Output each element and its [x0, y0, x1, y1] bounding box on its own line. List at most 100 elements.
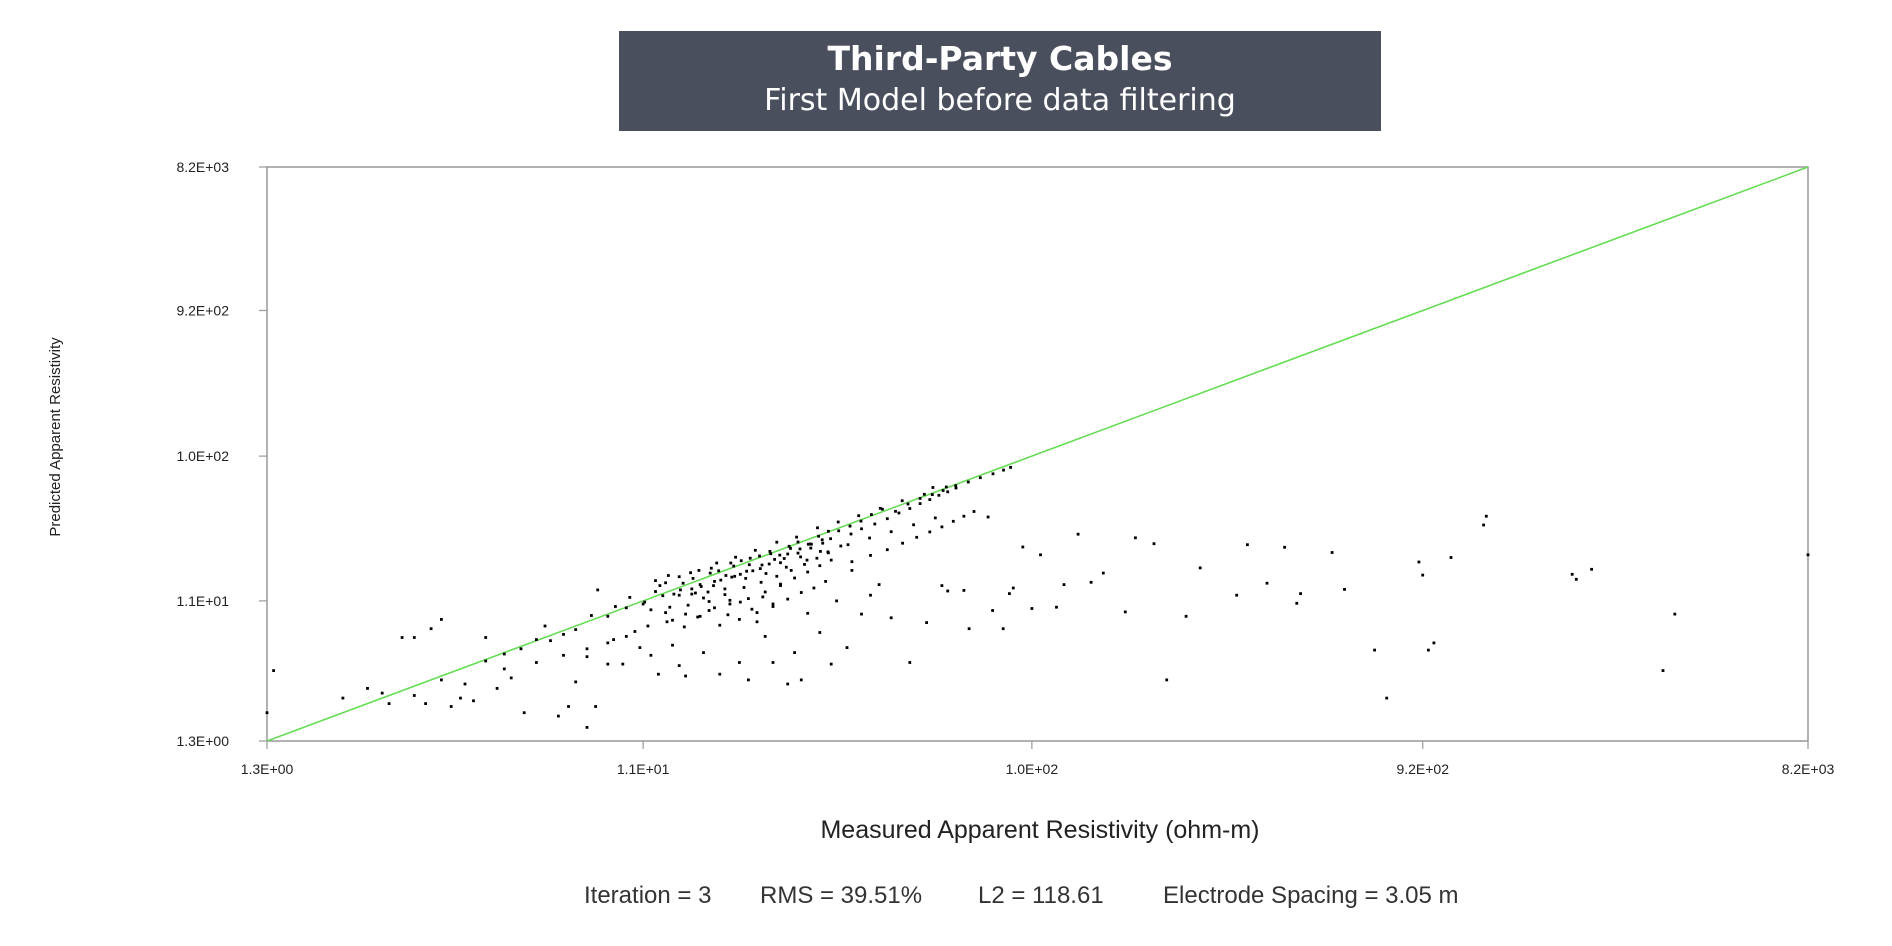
y-tick-label: 1.1E+01 — [176, 593, 229, 609]
data-point — [761, 595, 765, 599]
data-point — [706, 590, 710, 594]
data-point — [682, 625, 686, 629]
data-point — [646, 624, 650, 628]
data-point — [502, 667, 506, 671]
data-point — [773, 558, 776, 561]
data-point — [738, 661, 741, 664]
data-point — [845, 646, 849, 649]
data-point — [679, 588, 682, 592]
data-point — [768, 550, 772, 553]
data-point — [742, 586, 746, 589]
data-point — [713, 580, 716, 583]
data-point — [860, 612, 863, 616]
data-point — [951, 519, 955, 523]
data-point — [850, 560, 854, 564]
data-point — [272, 669, 275, 672]
data-point — [933, 516, 937, 520]
data-point — [1246, 543, 1249, 547]
data-point — [718, 623, 722, 627]
data-point — [684, 674, 687, 678]
data-point — [690, 587, 694, 591]
data-point — [758, 554, 761, 558]
data-point — [649, 653, 653, 657]
data-point — [763, 635, 767, 638]
data-point — [809, 546, 813, 550]
data-point — [885, 548, 889, 552]
data-point — [543, 624, 547, 628]
data-point — [824, 580, 827, 583]
data-point — [869, 593, 872, 597]
data-point — [918, 497, 922, 500]
data-point — [484, 659, 488, 663]
data-point — [779, 582, 782, 586]
data-point — [657, 672, 660, 676]
data-point — [747, 597, 750, 600]
data-point — [829, 662, 833, 666]
data-point — [868, 536, 871, 540]
data-point — [877, 583, 881, 586]
data-point — [699, 585, 703, 588]
rms-stat: RMS = 39.51% — [760, 882, 923, 909]
data-point — [818, 564, 822, 568]
data-point — [878, 506, 882, 510]
data-point — [818, 631, 822, 634]
data-point — [574, 680, 578, 684]
y-tick-label: 1.3E+00 — [176, 733, 229, 749]
data-point — [1806, 553, 1810, 557]
data-point — [991, 472, 995, 476]
data-point — [786, 597, 790, 601]
data-point — [1484, 514, 1488, 518]
data-point — [668, 605, 672, 609]
data-point — [771, 602, 775, 606]
data-point — [769, 552, 773, 556]
data-point — [1198, 566, 1202, 570]
x-axis-ticks: 1.3E+00 1.1E+01 1.0E+02 9.2E+02 8.2E+03 — [241, 741, 1835, 777]
data-point — [1134, 536, 1137, 540]
data-point — [472, 699, 475, 703]
data-point — [1295, 601, 1299, 605]
data-point — [767, 562, 771, 566]
data-point — [775, 574, 779, 578]
data-point — [930, 493, 934, 496]
data-point — [848, 524, 852, 528]
data-point — [764, 572, 768, 575]
data-point — [729, 561, 733, 565]
data-point — [654, 590, 657, 593]
data-point — [694, 591, 697, 595]
data-point — [962, 514, 966, 518]
data-point — [684, 612, 687, 616]
data-point — [940, 584, 944, 587]
data-point — [778, 553, 782, 557]
data-point — [954, 486, 958, 490]
data-point — [962, 589, 966, 592]
data-point — [594, 705, 597, 708]
data-point — [796, 540, 800, 544]
y-axis-ticks: 1.3E+00 1.1E+01 1.0E+02 9.2E+02 8.2E+03 — [176, 159, 267, 749]
data-point — [1330, 551, 1334, 554]
data-point — [1299, 592, 1302, 595]
x-tick-label: 8.2E+03 — [1782, 761, 1835, 777]
data-point — [816, 526, 819, 530]
data-point — [718, 672, 722, 676]
data-point — [698, 583, 702, 586]
data-point — [429, 627, 433, 631]
data-point — [672, 592, 676, 596]
data-point — [1385, 696, 1389, 700]
data-point — [925, 621, 928, 624]
data-point — [946, 589, 950, 593]
data-point — [940, 525, 944, 529]
data-point — [784, 565, 788, 569]
y-axis-title: Predicted Apparent Resistivity — [47, 337, 64, 537]
data-point — [535, 661, 538, 664]
data-point — [495, 687, 499, 690]
data-point — [786, 552, 790, 556]
data-point — [1421, 573, 1425, 577]
data-point — [954, 484, 958, 488]
data-point — [787, 544, 791, 548]
data-point — [873, 522, 877, 526]
data-point — [759, 580, 763, 584]
data-point — [803, 563, 806, 566]
data-point — [614, 605, 617, 608]
data-point — [771, 661, 775, 664]
l2-stat: L2 = 118.61 — [978, 882, 1104, 909]
